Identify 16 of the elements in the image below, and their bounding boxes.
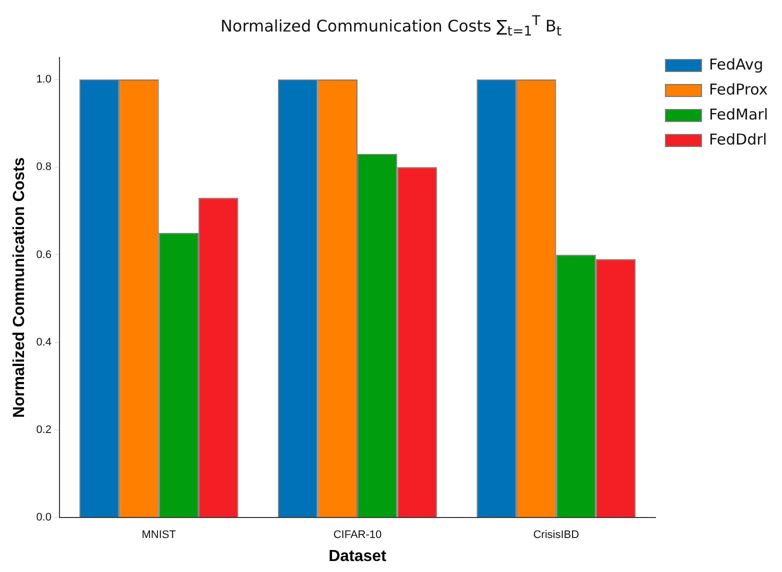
- x-tick-label: CIFAR-10: [333, 529, 382, 542]
- y-axis-title: Normalized Communication Costs: [11, 157, 28, 418]
- x-axis-title: Dataset: [328, 548, 388, 565]
- legend-label: FedMarl: [708, 105, 768, 124]
- legend-label: FedDdrl: [708, 130, 767, 148]
- y-tick-label: 0.6: [36, 248, 52, 261]
- x-tick-label: CrisisIBD: [533, 529, 580, 542]
- y-tick-label: 0.2: [36, 424, 52, 436]
- legend-label: FedAvg: [708, 55, 764, 74]
- chart-title: Normalized Communication Costs ∑$_{t=1}$$^{T}$ B$_{t}$: [219, 14, 563, 40]
- y-tick-label: 1.0: [36, 74, 52, 86]
- y-tick-label: 0.0: [36, 512, 52, 524]
- x-tick-label: MNIST: [142, 529, 176, 542]
- y-tick-label: 0.4: [36, 336, 52, 348]
- y-tick-label: 0.8: [36, 161, 52, 174]
- legend-label: FedProx: [708, 80, 768, 98]
